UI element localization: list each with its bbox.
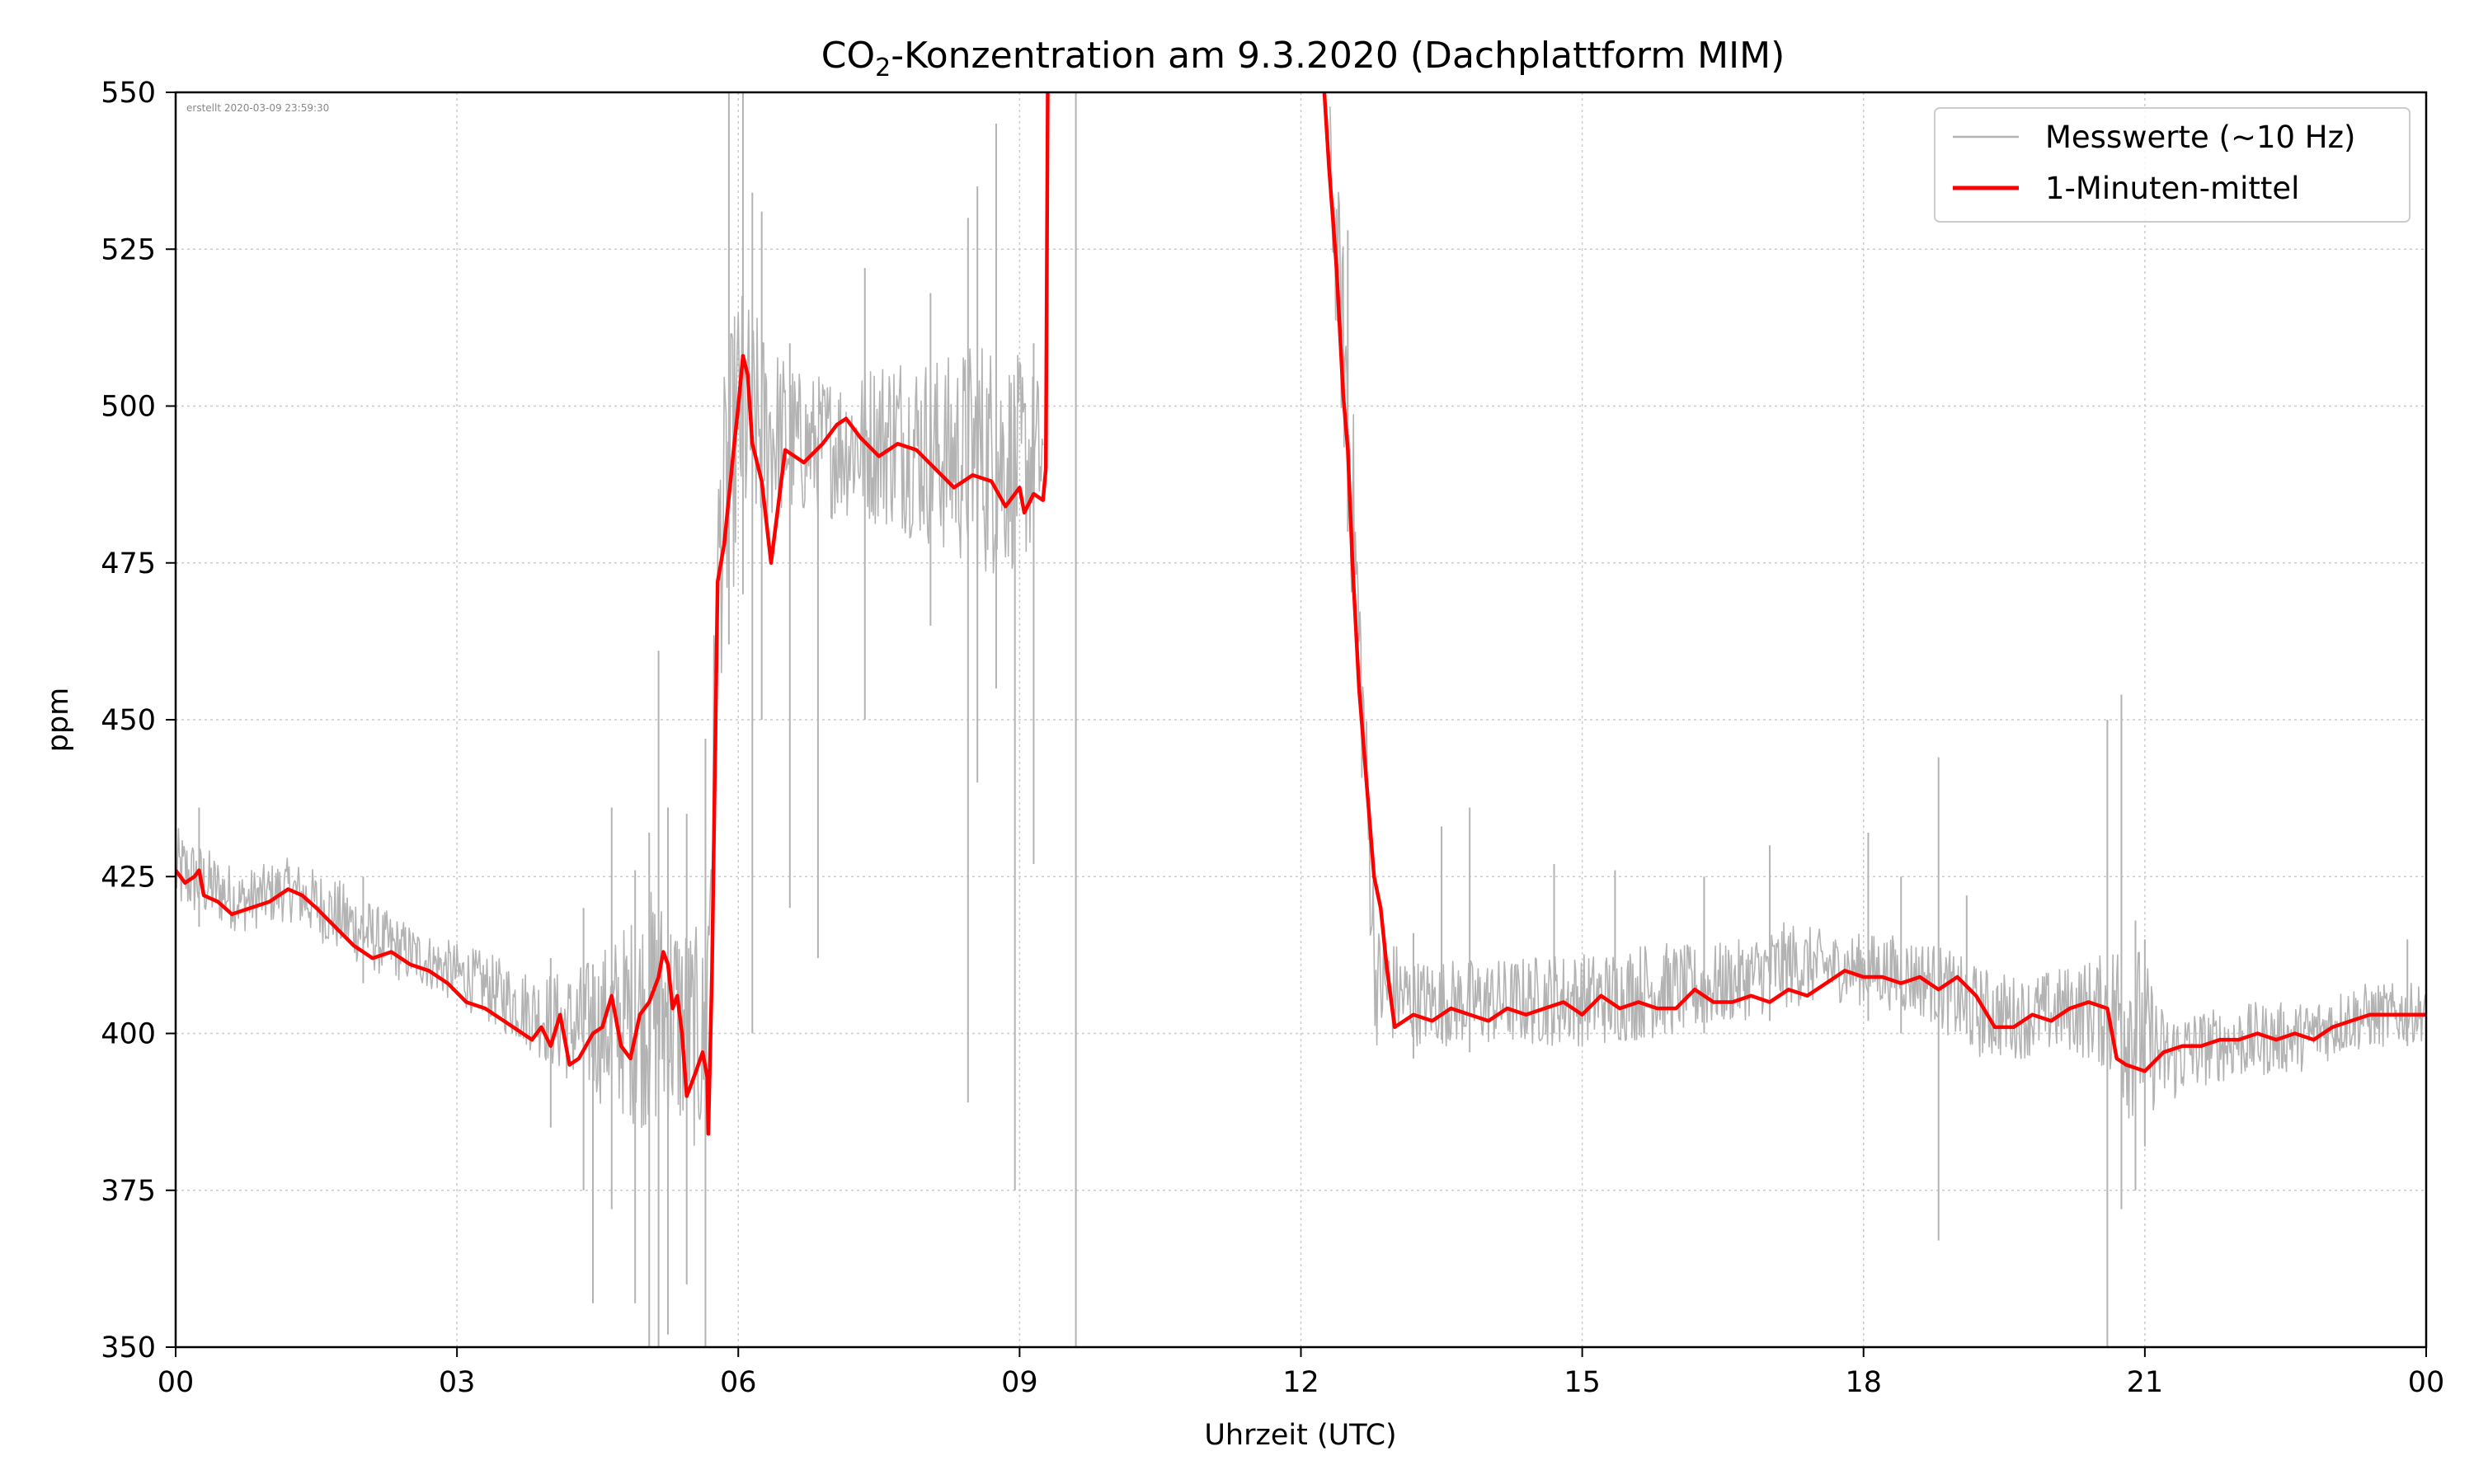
creation-stamp: erstellt 2020-03-09 23:59:30 xyxy=(186,102,329,114)
x-tick-label: 15 xyxy=(1564,1366,1601,1399)
legend-raw-label: Messwerte (~10 Hz) xyxy=(2045,120,2355,155)
legend-mean-label: 1-Minuten-mittel xyxy=(2045,171,2299,206)
mean-line xyxy=(1322,92,2426,1073)
y-tick-label: 550 xyxy=(101,77,156,110)
chart-title: CO2-Konzentration am 9.3.2020 (Dachplatt… xyxy=(821,35,1785,82)
x-tick-label: 00 xyxy=(158,1366,195,1399)
raw-data-layer xyxy=(176,92,2426,1347)
legend: Messwerte (~10 Hz) 1-Minuten-mittel xyxy=(1934,107,2411,223)
chart-title-main: CO xyxy=(821,35,875,77)
y-axis-label: ppm xyxy=(42,688,75,753)
y-tick-label: 375 xyxy=(101,1175,156,1208)
x-tick-label: 09 xyxy=(1001,1366,1038,1399)
x-tick-label: 06 xyxy=(720,1366,757,1399)
y-tick-label: 425 xyxy=(101,861,156,894)
raw-data-trace xyxy=(1329,106,2426,1119)
mean-line-layer xyxy=(176,92,2426,1136)
raw-data-trace xyxy=(176,295,1044,1146)
y-tick-label: 400 xyxy=(101,1018,156,1051)
chart-title-subscript: 2 xyxy=(875,54,891,82)
legend-box xyxy=(1934,107,2411,223)
x-tick-label: 00 xyxy=(2408,1366,2445,1399)
tick-layer: 00 03 06 09 12 15 18 21 003503754004254504755005… xyxy=(101,77,2444,1399)
y-tick-label: 500 xyxy=(101,391,156,424)
x-tick-label: 21 xyxy=(2127,1366,2164,1399)
x-tick-label: 03 xyxy=(439,1366,476,1399)
y-tick-label: 350 xyxy=(101,1331,156,1364)
mean-line xyxy=(176,92,1050,1136)
x-axis-label: Uhrzeit (UTC) xyxy=(1204,1419,1396,1452)
y-tick-label: 475 xyxy=(101,547,156,580)
x-tick-label: 12 xyxy=(1282,1366,1319,1399)
y-tick-label: 450 xyxy=(101,704,156,737)
chart-title-rest: -Konzentration am 9.3.2020 (Dachplattfor… xyxy=(891,35,1785,77)
x-tick-label: 18 xyxy=(1845,1366,1882,1399)
y-tick-label: 525 xyxy=(101,233,156,266)
